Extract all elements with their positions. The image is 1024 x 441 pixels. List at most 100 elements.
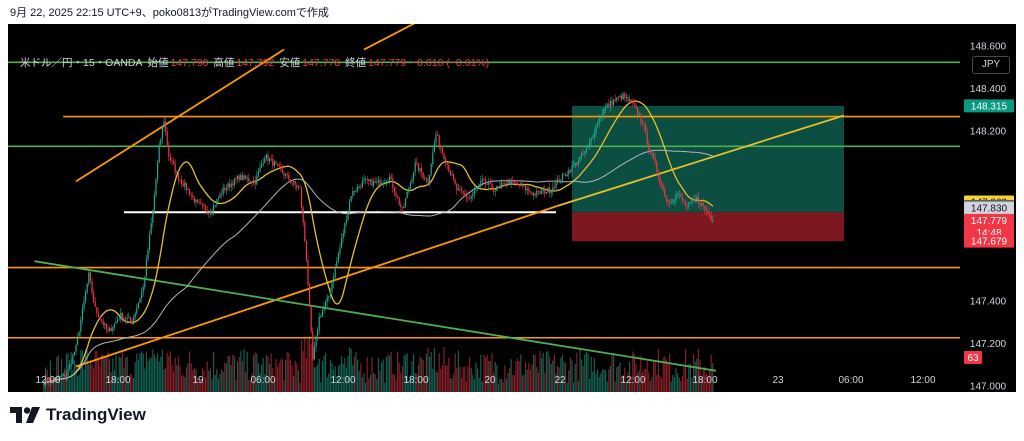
volume-bar: [331, 363, 333, 392]
volume-bar: [368, 378, 370, 392]
currency-button[interactable]: JPY: [972, 56, 1010, 74]
volume-bar: [558, 367, 560, 392]
candle-body: [451, 174, 453, 176]
volume-bar: [513, 374, 515, 392]
candle-body: [238, 175, 240, 181]
volume-tag-box: [964, 351, 982, 364]
volume-bar: [419, 356, 421, 392]
volume-bar: [387, 354, 389, 392]
candle-body: [707, 210, 709, 215]
x-tick-label: 06:00: [250, 375, 275, 386]
candle-body: [209, 211, 211, 214]
volume-bar: [633, 354, 635, 392]
candle-body: [102, 321, 104, 325]
candle-body: [392, 178, 394, 188]
volume-bar: [72, 370, 74, 392]
candle-body: [70, 364, 72, 365]
volume-bar: [153, 354, 155, 392]
candle-body: [150, 223, 152, 235]
volume-bar: [464, 366, 466, 392]
candle-body: [528, 188, 530, 192]
candle-body: [131, 320, 133, 324]
tradingview-brand[interactable]: TradingView: [10, 404, 146, 426]
volume-bar: [629, 361, 631, 392]
candle-body: [459, 188, 461, 190]
candle-body: [667, 199, 669, 203]
moving-average-line: [43, 149, 713, 385]
volume-bar: [467, 366, 469, 392]
candle-body: [265, 154, 267, 159]
volume-bar: [262, 358, 264, 392]
volume-bar: [264, 374, 266, 392]
candle-body: [353, 191, 355, 193]
candle-body: [313, 347, 315, 360]
candle-body: [385, 181, 387, 183]
candle-body: [318, 316, 320, 331]
volume-bar: [181, 375, 183, 392]
candle-body: [272, 159, 274, 166]
candle-body: [408, 188, 410, 192]
candle-body: [397, 196, 399, 198]
x-tick-label: 12:00: [330, 375, 355, 386]
volume-bar: [150, 357, 152, 392]
candle-body: [56, 376, 58, 378]
volume-bar: [353, 356, 355, 392]
volume-bar: [486, 354, 488, 392]
volume-bar: [406, 353, 408, 392]
volume-bar: [638, 370, 640, 392]
volume-bar: [613, 353, 615, 392]
candle-body: [366, 179, 368, 180]
volume-bar: [126, 356, 128, 392]
y-tick-label: 147.200: [970, 339, 1007, 350]
candle-body: [494, 190, 496, 192]
candle-body: [358, 186, 360, 188]
volume-bar: [489, 361, 491, 392]
candle-body: [497, 186, 499, 188]
candle-body: [280, 166, 282, 170]
volume-bar: [361, 377, 363, 392]
volume-bar: [677, 373, 679, 392]
candle-body: [539, 190, 541, 194]
candle-body: [99, 317, 101, 320]
volume-bar: [286, 352, 288, 392]
volume-bar: [269, 363, 271, 392]
candle-body: [605, 106, 607, 109]
volume-bar: [662, 357, 664, 392]
volume-bar: [53, 381, 55, 392]
volume-bar: [374, 374, 376, 392]
candle-body: [592, 137, 594, 139]
candle-body: [104, 323, 106, 325]
candle-body: [701, 203, 703, 206]
price-chart[interactable]: 148.600 148.400 148.200 147.400 147.200 147.0…: [8, 24, 1016, 392]
candle-body: [637, 108, 639, 116]
volume-bar: [208, 370, 210, 392]
candle-body: [315, 336, 317, 348]
volume-bar: [617, 365, 619, 392]
candle-body: [137, 302, 139, 309]
candle-body: [110, 327, 112, 332]
candle-body: [425, 178, 427, 180]
symbol-name[interactable]: 米ドル／円・15・OANDA: [20, 57, 143, 69]
candle-body: [531, 192, 533, 196]
candle-body: [534, 193, 536, 196]
candle-body: [689, 202, 691, 204]
volume-bar: [182, 375, 184, 392]
volume-bar: [56, 356, 58, 392]
candle-body: [581, 152, 583, 157]
candle-body: [525, 185, 527, 191]
volume-bar: [161, 349, 163, 392]
candle-body: [185, 182, 187, 190]
volume-bar: [441, 365, 443, 392]
candle-body: [569, 169, 571, 173]
volume-bar: [595, 374, 597, 392]
candle-body: [433, 143, 435, 153]
volume-bar: [337, 366, 339, 392]
candle-body: [517, 182, 519, 185]
candle-body: [88, 272, 90, 284]
volume-bar: [125, 357, 127, 392]
volume-bar: [350, 349, 352, 392]
chart-panel[interactable]: 148.600 148.400 148.200 147.400 147.200 147.0…: [8, 24, 1016, 392]
volume-bar: [109, 359, 111, 392]
volume-bar: [477, 368, 479, 392]
volume-bar: [317, 364, 319, 392]
